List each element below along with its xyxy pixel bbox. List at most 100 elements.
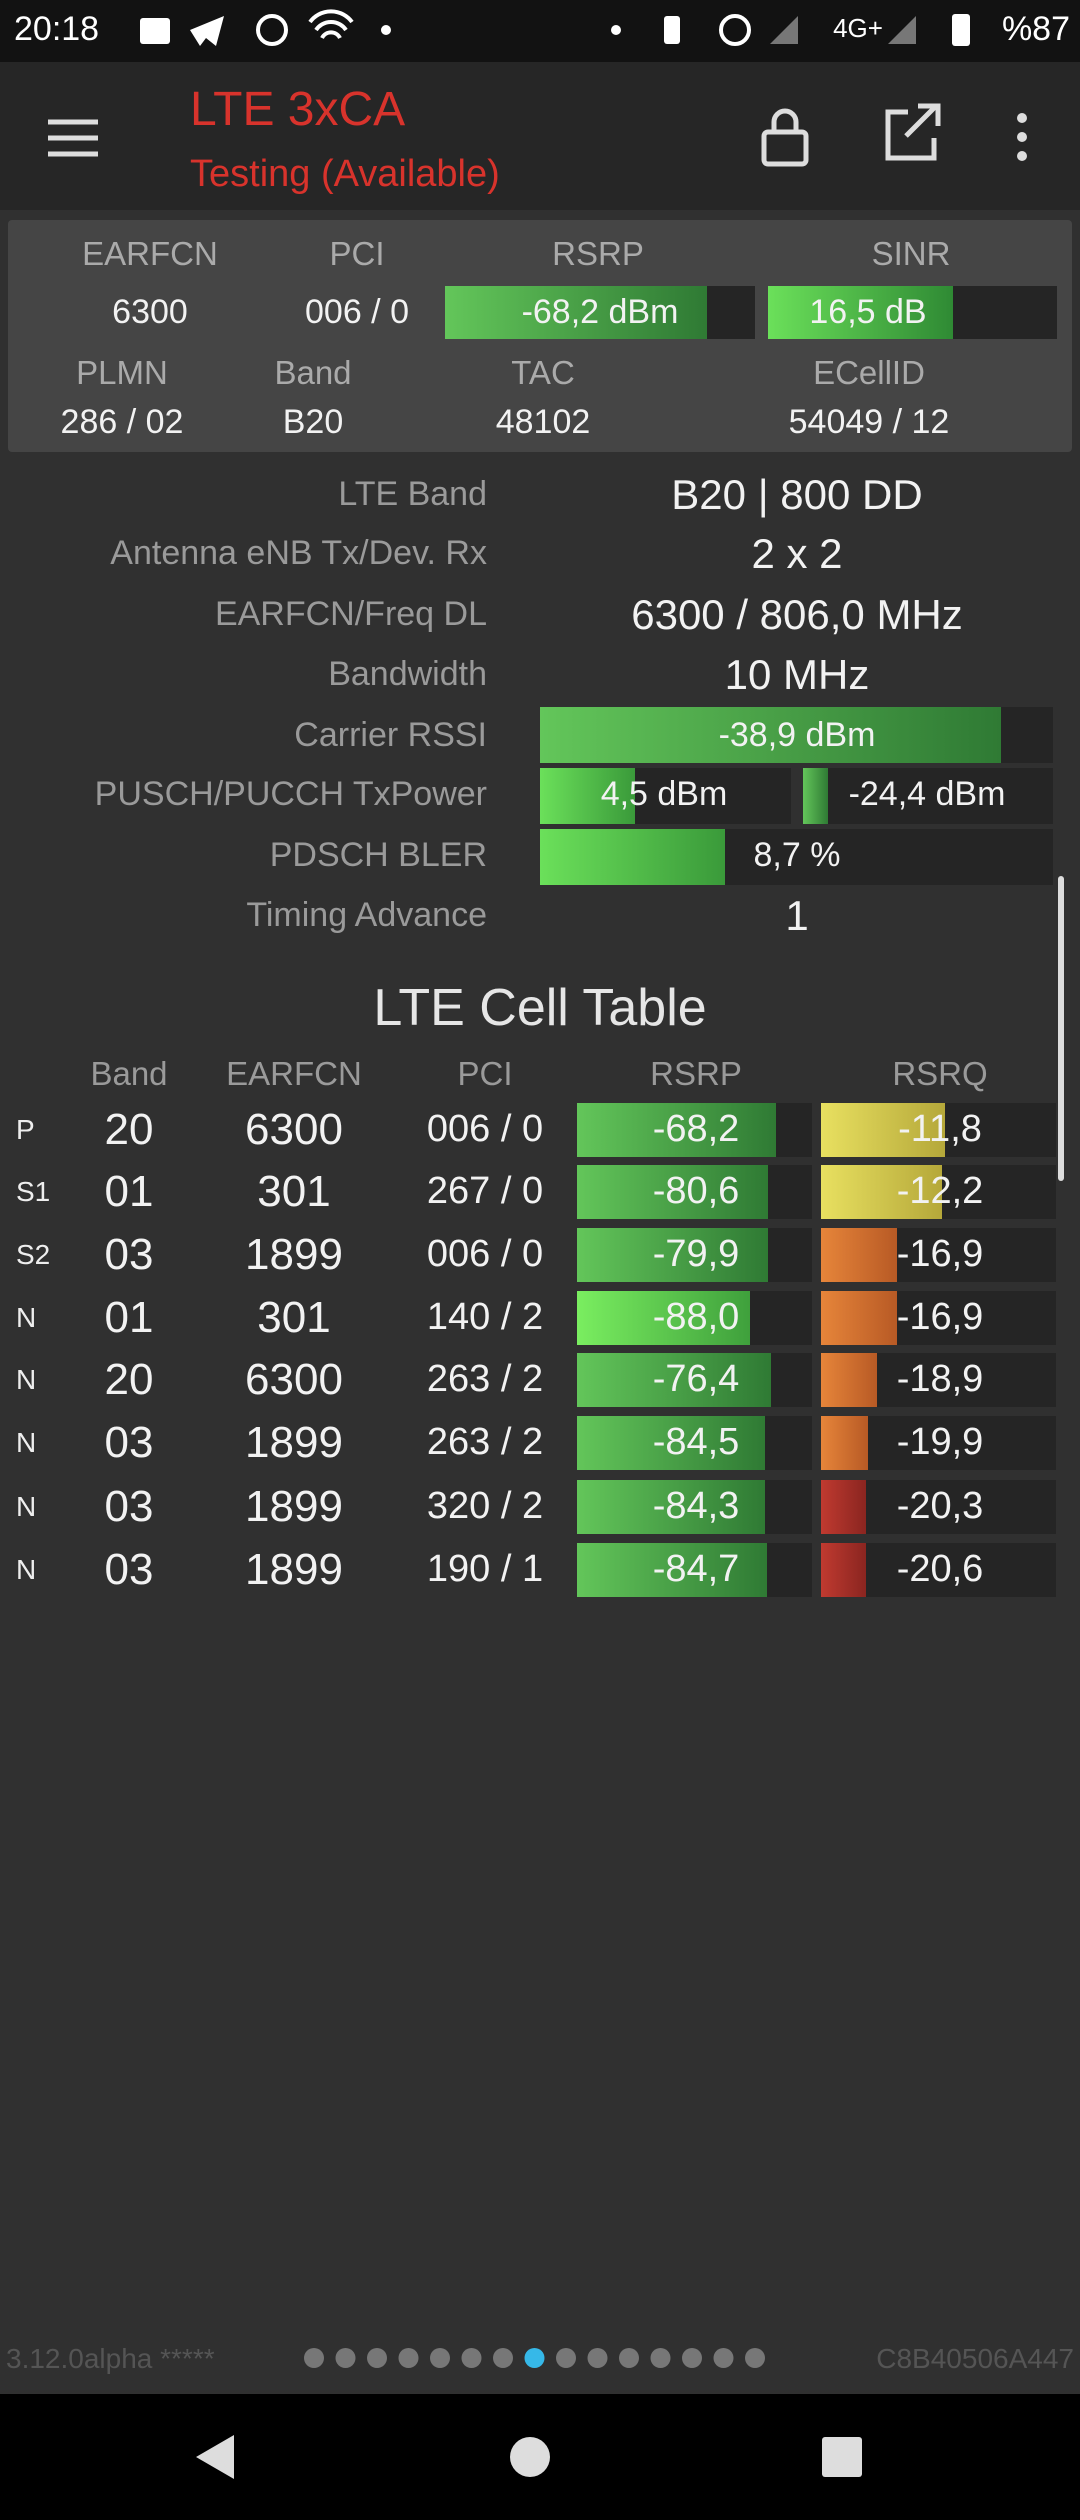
summary-value: B20 (282, 403, 344, 442)
bar-fill (768, 286, 953, 339)
clock: 20:18 (14, 10, 100, 49)
bar-fill (540, 707, 1001, 763)
nav-bar (0, 2394, 1080, 2520)
bar-fill (821, 1165, 942, 1219)
cell-value: 1899 (245, 1482, 343, 1532)
cell-value: 006 / 0 (426, 1233, 544, 1276)
cell-rsrq: -16,9 (896, 1233, 984, 1276)
cell-value: 267 / 0 (426, 1170, 544, 1213)
bar-fill (821, 1353, 877, 1407)
detail-label: PDSCH BLER (269, 836, 487, 875)
summary-header: RSRP (552, 234, 644, 272)
cell-rsrq: -18,9 (896, 1358, 984, 1401)
cell-value: 6300 (245, 1105, 343, 1155)
cell-role: P (16, 1114, 35, 1146)
cell-value: 03 (104, 1418, 154, 1468)
bar-fill (577, 1165, 768, 1219)
cell-role: N (16, 1491, 37, 1523)
bar-fill (821, 1228, 897, 1282)
cell-rsrp: -84,7 (652, 1548, 740, 1591)
network-type: 4G+ (833, 12, 883, 43)
summary-value: 54049 / 12 (788, 403, 950, 442)
cell-value: 190 / 1 (426, 1548, 544, 1591)
device-id: C8B40506A447 (876, 2343, 1074, 2375)
table-header: Band (90, 1054, 168, 1092)
cell-value: 140 / 2 (426, 1296, 544, 1339)
summary-header: ECellID (813, 353, 925, 391)
battery: %87 (1001, 10, 1070, 49)
app-title: LTE 3xCA (190, 83, 406, 137)
bar-fill (577, 1228, 768, 1282)
bar-fill (821, 1543, 866, 1597)
bar-fill (821, 1103, 945, 1157)
cell-value: 320 / 2 (426, 1485, 544, 1528)
bar-fill (577, 1480, 765, 1534)
summary-header: TAC (511, 353, 575, 391)
cell-role: S2 (16, 1239, 51, 1271)
table-header: RSRP (650, 1054, 742, 1092)
summary-header: PLMN (76, 353, 168, 391)
table-header: RSRQ (892, 1054, 988, 1092)
cell-value: 301 (257, 1167, 331, 1217)
cell-rsrq: -20,3 (896, 1485, 984, 1528)
table-header: EARFCN (226, 1054, 362, 1092)
cell-role: S1 (16, 1176, 51, 1208)
cell-role: N (16, 1302, 37, 1334)
bar-fill (540, 829, 725, 885)
detail-value: 2 x 2 (751, 529, 843, 577)
bar-fill (821, 1416, 868, 1470)
cell-value: 6300 (245, 1355, 343, 1405)
detail-value: 6300 / 806,0 MHz (631, 590, 963, 638)
cell-value: 1899 (245, 1230, 343, 1280)
cell-rsrp: -68,2 (652, 1108, 740, 1151)
cell-rsrp: -80,6 (652, 1170, 740, 1213)
cell-rsrq: -20,6 (896, 1548, 984, 1591)
summary-header: SINR (871, 234, 951, 272)
detail-label: Carrier RSSI (294, 716, 487, 755)
cell-value: 03 (104, 1545, 154, 1595)
cell-role: N (16, 1427, 37, 1459)
cell-value: 263 / 2 (426, 1358, 544, 1401)
bar-fill (445, 286, 707, 339)
cell-rsrp: -79,9 (652, 1233, 740, 1276)
summary-value: 48102 (495, 403, 591, 442)
summary-value: 006 / 0 (305, 293, 409, 332)
version: 3.12.0alpha ***** (6, 2343, 215, 2375)
table-title: LTE Cell Table (373, 978, 707, 1037)
detail-label: Bandwidth (328, 655, 487, 694)
bar-fill (821, 1480, 866, 1534)
bar-fill (577, 1353, 771, 1407)
detail-value: 1 (785, 891, 809, 939)
detail-value: -24,4 dBm (848, 775, 1006, 814)
detail-value: B20 | 800 DD (671, 470, 923, 518)
cell-rsrq: -16,9 (896, 1296, 984, 1339)
summary-value: 286 / 02 (60, 403, 184, 442)
bar-fill (821, 1291, 897, 1345)
table-header: PCI (457, 1054, 513, 1092)
cell-value: 1899 (245, 1545, 343, 1595)
detail-value: 8,7 % (753, 836, 841, 875)
cell-value: 301 (257, 1293, 331, 1343)
detail-label: PUSCH/PUCCH TxPower (94, 775, 487, 814)
cell-value: 20 (104, 1355, 154, 1405)
cell-rsrp: -84,5 (652, 1421, 740, 1464)
detail-value: 10 MHz (724, 650, 870, 698)
bar-fill (577, 1416, 765, 1470)
bar-track (803, 768, 1053, 824)
summary-header: EARFCN (82, 234, 218, 272)
summary-value: 16,5 dB (809, 293, 927, 332)
detail-value: 4,5 dBm (600, 775, 728, 814)
detail-label: Timing Advance (246, 896, 487, 935)
app-subtitle: Testing (Available) (190, 153, 500, 196)
cell-value: 03 (104, 1482, 154, 1532)
bar-fill (803, 768, 828, 824)
cell-rsrp: -84,3 (652, 1485, 740, 1528)
cell-rsrp: -76,4 (652, 1358, 740, 1401)
cell-value: 20 (104, 1105, 154, 1155)
bar-fill (577, 1543, 767, 1597)
bar-fill (577, 1291, 750, 1345)
cell-value: 01 (104, 1167, 154, 1217)
summary-value: -68,2 dBm (521, 293, 679, 332)
cell-value: 03 (104, 1230, 154, 1280)
